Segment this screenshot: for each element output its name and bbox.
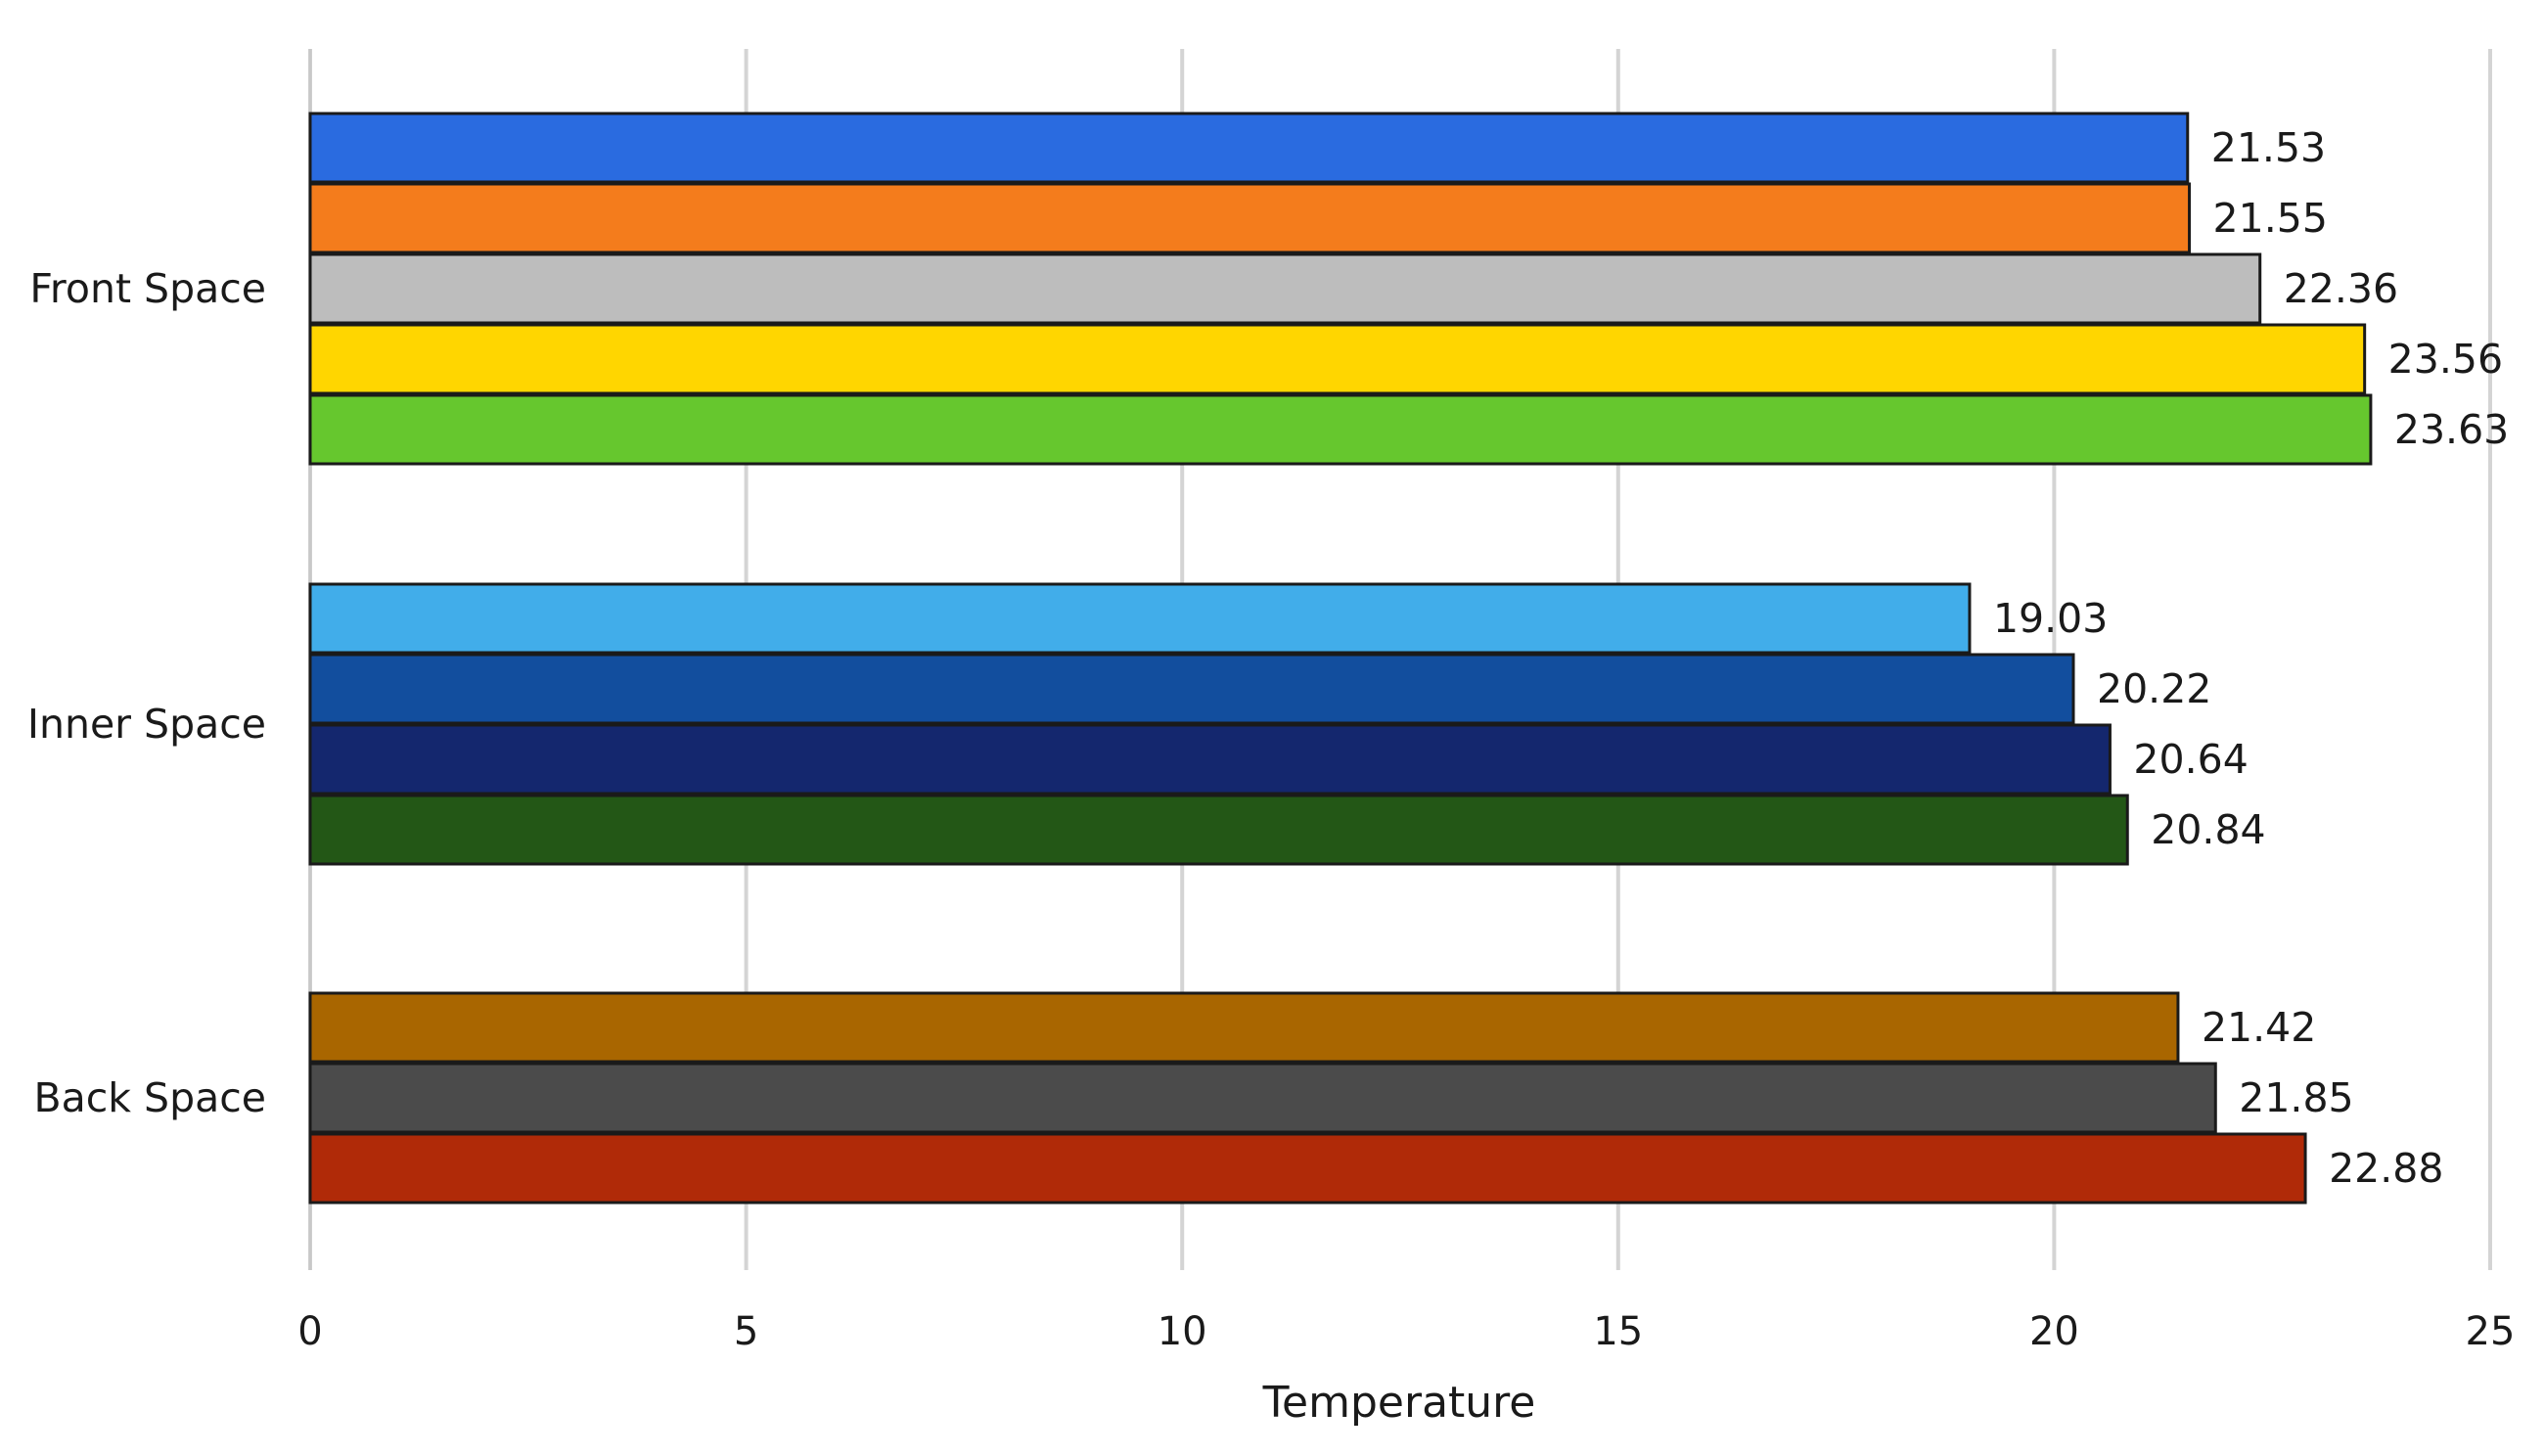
bar-front-space-5 bbox=[308, 393, 2373, 466]
bar-inner-space-3 bbox=[308, 723, 2112, 796]
data-label-back-space-2: 21.85 bbox=[2239, 1074, 2353, 1121]
bars bbox=[308, 112, 2373, 1205]
category-label-inner-space: Inner Space bbox=[27, 701, 266, 748]
bar-front-space-3 bbox=[308, 252, 2262, 325]
bar-inner-space-1 bbox=[308, 582, 1972, 655]
data-label-back-space-3: 22.88 bbox=[2329, 1145, 2443, 1192]
bar-back-space-2 bbox=[308, 1062, 2217, 1134]
category-labels: Front Space Inner Space Back Space bbox=[27, 265, 266, 1121]
bar-back-space-1 bbox=[308, 991, 2180, 1064]
bar-inner-space-2 bbox=[308, 653, 2075, 725]
data-labels: 21.53 21.55 22.36 23.56 23.63 19.03 20.22 20.64… bbox=[1993, 124, 2509, 1192]
bar-front-space-2 bbox=[308, 182, 2192, 254]
category-label-back-space: Back Space bbox=[33, 1074, 266, 1121]
data-label-back-space-1: 21.42 bbox=[2202, 1004, 2316, 1051]
data-label-inner-space-4: 20.84 bbox=[2151, 806, 2265, 853]
data-label-front-space-3: 22.36 bbox=[2284, 265, 2398, 312]
category-label-front-space: Front Space bbox=[29, 265, 266, 312]
bar-back-space-3 bbox=[308, 1132, 2307, 1205]
x-tick-label-10: 10 bbox=[1158, 1309, 1207, 1354]
x-tick-label-15: 15 bbox=[1593, 1309, 1643, 1354]
x-tick-labels: 0 5 10 15 20 25 bbox=[297, 1309, 2515, 1354]
data-label-front-space-5: 23.63 bbox=[2394, 406, 2509, 453]
bar-front-space-4 bbox=[308, 323, 2367, 395]
data-label-front-space-1: 21.53 bbox=[2211, 124, 2326, 171]
x-tick-label-25: 25 bbox=[2466, 1309, 2516, 1354]
data-label-front-space-2: 21.55 bbox=[2213, 195, 2328, 242]
x-tick-label-5: 5 bbox=[734, 1309, 758, 1354]
data-label-front-space-4: 23.56 bbox=[2388, 336, 2503, 383]
data-label-inner-space-1: 19.03 bbox=[1993, 595, 2108, 642]
x-axis-title: Temperature bbox=[1262, 1378, 1536, 1428]
x-tick-label-0: 0 bbox=[297, 1309, 322, 1354]
x-tick-label-20: 20 bbox=[2029, 1309, 2079, 1354]
data-label-inner-space-2: 20.22 bbox=[2097, 665, 2211, 712]
bar-inner-space-4 bbox=[308, 794, 2129, 866]
bar-front-space-1 bbox=[308, 112, 2190, 184]
data-label-inner-space-3: 20.64 bbox=[2133, 736, 2248, 783]
